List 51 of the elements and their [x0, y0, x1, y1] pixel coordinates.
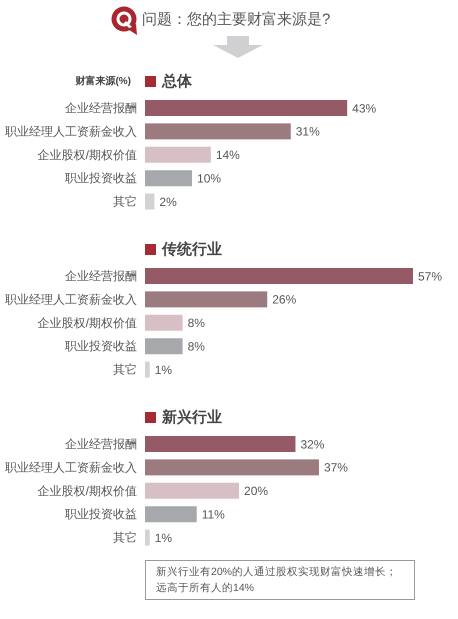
data-label: 37% [324, 460, 348, 475]
y-tick-label: 职业投资收益 [65, 339, 137, 354]
data-label: 20% [244, 484, 268, 498]
data-label: 11% [202, 507, 226, 522]
y-tick-label: 企业股权/期权价值 [38, 484, 137, 498]
y-tick-label: 职业经理人工资薪金收入 [5, 460, 137, 474]
bar [145, 482, 240, 499]
chart-title: 问题：您的主要财富来源是? [142, 11, 330, 28]
data-label: 1% [154, 530, 172, 545]
data-label: 2% [159, 194, 178, 209]
bar [145, 100, 348, 116]
bar [145, 268, 413, 284]
y-tick-label: 其它 [113, 194, 137, 209]
bar [145, 314, 183, 331]
data-label: 43% [352, 101, 377, 116]
bar [145, 291, 268, 308]
data-label: 57% [418, 269, 442, 284]
y-tick-label: 企业股权/期权价值 [38, 148, 137, 162]
bar [145, 338, 183, 354]
y-tick-label: 企业经营报酬 [65, 436, 137, 451]
chart-subtitle: 新兴行业 [162, 409, 222, 426]
text: 新兴行业有20%的人通过股权实现财富快速增长；远高于所有人的14% [156, 566, 398, 594]
bar [145, 146, 211, 163]
data-label: 1% [154, 362, 172, 377]
y-tick-label: 其它 [113, 530, 137, 545]
y-tick-label: 企业经营报酬 [65, 268, 137, 283]
chart-subtitle: 总体 [162, 73, 192, 90]
y-tick-label: 企业股权/期权价值 [38, 316, 137, 330]
bar [145, 530, 150, 546]
bar [145, 194, 154, 210]
data-label: 26% [272, 292, 297, 307]
data-label: 10% [197, 171, 222, 186]
bar [145, 506, 197, 522]
bar [145, 459, 319, 476]
y-tick-label: 职业经理人工资薪金收入 [5, 292, 137, 306]
y-tick-label: 其它 [113, 362, 137, 377]
data-label: 31% [296, 124, 320, 139]
data-label: 8% [188, 316, 206, 330]
y-axis-title: 财富来源(%) [75, 76, 131, 87]
bar [145, 436, 296, 452]
bar [145, 123, 291, 140]
data-label: 32% [300, 437, 325, 452]
data-label: 14% [216, 148, 240, 162]
y-tick-label: 职业经理人工资薪金收入 [5, 124, 137, 138]
chart-subtitle: 传统行业 [162, 241, 222, 258]
bar [145, 170, 192, 186]
y-tick-label: 职业投资收益 [65, 171, 137, 186]
bar [145, 362, 150, 378]
data-label: 8% [188, 339, 206, 354]
y-tick-label: 企业经营报酬 [65, 100, 137, 115]
y-tick-label: 职业投资收益 [65, 507, 137, 522]
